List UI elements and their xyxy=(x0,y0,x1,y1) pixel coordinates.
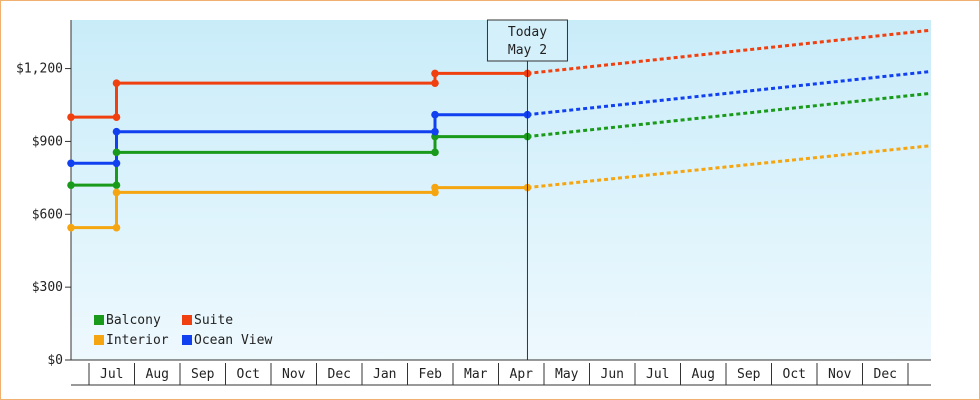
data-point-ocean-view[interactable] xyxy=(67,159,75,168)
data-point-balcony[interactable] xyxy=(112,181,121,189)
today-label: Today xyxy=(508,25,547,40)
y-tick-label: $600 xyxy=(32,207,63,222)
legend-swatch-suite xyxy=(182,315,192,325)
legend-swatch-ocean-view xyxy=(182,335,192,345)
forecast-line-suite xyxy=(527,28,932,75)
data-point-ocean-view[interactable] xyxy=(431,127,439,136)
x-tick-label: Apr xyxy=(510,367,534,382)
data-point-interior[interactable] xyxy=(67,223,75,232)
data-point-balcony[interactable] xyxy=(112,148,121,157)
data-point-interior[interactable] xyxy=(112,223,121,232)
legend-label-ocean-view[interactable]: Ocean View xyxy=(194,333,272,348)
x-tick-label: May xyxy=(555,367,579,382)
x-tick-label: Feb xyxy=(419,367,443,382)
data-point-suite[interactable] xyxy=(112,79,121,87)
data-point-ocean-view[interactable] xyxy=(112,127,121,136)
x-tick-label: Aug xyxy=(146,367,169,382)
data-point-suite[interactable] xyxy=(431,79,439,87)
series-line-suite xyxy=(71,71,528,119)
legend-swatch-balcony xyxy=(94,315,104,325)
today-date-label: May 2 xyxy=(508,43,547,58)
data-point-suite[interactable] xyxy=(67,113,75,121)
series-line-interior xyxy=(71,186,528,230)
forecast-line-interior xyxy=(527,144,932,190)
data-point-balcony[interactable] xyxy=(67,181,75,189)
forecast-line-balcony xyxy=(527,91,932,139)
x-tick-label: Jan xyxy=(373,367,396,382)
legend-swatch-interior xyxy=(94,335,104,345)
legend-label-balcony[interactable]: Balcony xyxy=(106,313,161,328)
x-tick-label: Nov xyxy=(828,367,852,382)
x-tick-label: Sep xyxy=(737,367,761,382)
data-point-balcony[interactable] xyxy=(431,148,439,157)
x-tick-label: Mar xyxy=(464,367,488,382)
data-point-ocean-view[interactable] xyxy=(431,110,439,119)
legend-label-interior[interactable]: Interior xyxy=(106,333,169,348)
y-tick-label: $300 xyxy=(32,280,63,295)
data-point-interior[interactable] xyxy=(431,183,439,192)
today-label-box xyxy=(486,19,568,62)
x-tick-label: Sep xyxy=(191,367,215,382)
plot-background xyxy=(71,20,931,360)
series-line-ocean-view xyxy=(71,113,528,165)
x-tick-label: Oct xyxy=(237,367,260,382)
data-point-suite[interactable] xyxy=(112,113,121,121)
data-point-ocean-view[interactable] xyxy=(112,159,121,168)
x-tick-label: Jul xyxy=(646,367,669,382)
x-tick-label: Dec xyxy=(874,367,897,382)
forecast-line-ocean-view xyxy=(527,69,932,117)
data-point-interior[interactable] xyxy=(112,188,121,197)
data-point-suite[interactable] xyxy=(431,69,439,78)
x-tick-label: Dec xyxy=(328,367,351,382)
x-tick-label: Nov xyxy=(282,367,306,382)
x-tick-label: Aug xyxy=(692,367,715,382)
y-tick-label: $1,200 xyxy=(16,62,63,77)
legend-label-suite[interactable]: Suite xyxy=(194,313,233,328)
x-tick-label: Jun xyxy=(601,367,624,382)
x-tick-label: Jul xyxy=(100,367,123,382)
y-tick-label: $0 xyxy=(47,353,63,368)
series-line-balcony xyxy=(71,135,528,187)
x-tick-label: Oct xyxy=(783,367,806,382)
y-tick-label: $900 xyxy=(32,134,63,149)
